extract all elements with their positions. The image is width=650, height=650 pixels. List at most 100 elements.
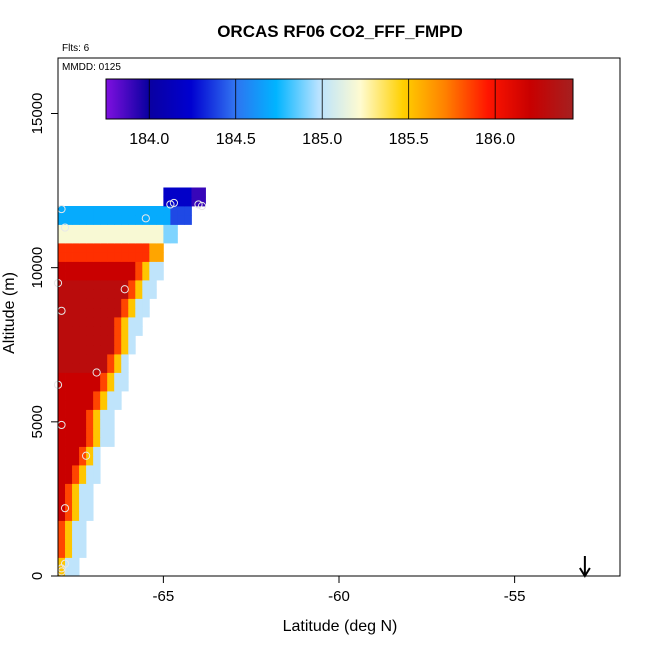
heatmap-cell [58,492,66,503]
heatmap-cell [72,548,80,558]
heatmap-cell [107,437,115,447]
heatmap-cell [107,243,115,253]
heatmap-cell [93,363,101,373]
heatmap-cell [100,307,108,318]
heatmap-cell [86,224,94,235]
heatmap-cell [107,335,115,346]
heatmap-cell [135,289,143,299]
heatmap-cell [79,520,87,531]
heatmap-cell [128,317,136,327]
heatmap-cell [93,455,101,466]
heatmap-cell [65,326,73,336]
heatmap-cell [149,280,157,290]
heatmap-cell [86,233,94,244]
heatmap-cell [156,233,164,244]
heatmap-cell [65,520,73,531]
colorbar-gradient [105,78,574,120]
heatmap-cell [86,335,94,346]
y-tick-label: 0 [29,572,46,580]
heatmap-cell [72,280,80,290]
observation-point [120,285,129,294]
heatmap-cell [86,317,94,327]
heatmap-cell [79,529,87,540]
heatmap-cell [100,243,108,253]
heatmap-cell [93,465,101,475]
heatmap-cell [128,307,136,318]
heatmap-cell [72,289,80,299]
heatmap-cell [198,196,206,207]
heatmap-cell [72,529,80,540]
observation-point [141,214,150,223]
heatmap-cell [86,252,94,262]
heatmap-cell [86,344,94,355]
heatmap-cell [121,372,129,383]
y-axis-ticks: 0 5000 10000 15000 [29,93,58,580]
heatmap-cell [156,215,164,225]
heatmap-cell [100,261,108,272]
heatmap-cell [72,215,80,225]
heatmap-cell [79,261,87,272]
heatmap-cell [121,243,129,253]
heatmap-cell [72,354,80,364]
heatmap-cell [107,298,115,309]
heatmap-cell [58,270,66,281]
heatmap-cell [121,270,129,281]
colorbar-tick-label: 184.5 [216,131,256,148]
heatmap-cell [100,317,108,327]
heatmap-cell [142,280,150,290]
observation-point [82,451,91,460]
heatmap-cell [93,224,101,235]
heatmap-cell [170,215,178,225]
heatmap-cell [107,326,115,336]
heatmap-cell [72,317,80,327]
heatmap-cell [65,307,73,318]
heatmap-cell [86,483,94,494]
heatmap-cell [121,215,129,225]
heatmap-cell [79,418,87,429]
x-axis-label: Latitude (deg N) [283,618,398,635]
heatmap-cell [177,215,185,225]
heatmap-cell [114,233,122,244]
heatmap-cell [79,335,87,346]
heatmap-cell [128,280,136,290]
heatmap-cell [128,289,136,299]
heatmap-cell [177,187,185,198]
heatmap-cell [114,400,122,410]
heatmap-cell [128,326,136,336]
heatmap-cell [79,289,87,299]
heatmap-cell [79,492,87,503]
heatmap-cell [72,539,80,549]
heatmap-cell [121,233,129,244]
heatmap-cell [72,298,80,309]
heatmap-cell [114,363,122,373]
heatmap-cell [79,280,87,290]
heatmap-cell [58,372,66,383]
heatmap-cell [114,243,122,253]
heatmap-cell [86,492,94,503]
heatmap-cell [72,502,80,512]
heatmap-cell [114,335,122,346]
observation-point [92,368,101,377]
heatmap-cell [135,261,143,272]
heatmap-cell [142,270,150,281]
heatmap-cell [65,455,73,466]
heatmap-cell [86,363,94,373]
heatmap-cell [107,381,115,392]
heatmap-cell [114,270,122,281]
heatmap-cell [107,252,115,262]
heatmap-cell [86,465,94,475]
heatmap-cell [142,298,150,309]
heatmap-cell [121,206,129,216]
heatmap-cell [142,243,150,253]
heatmap-cell [93,335,101,346]
heatmap-cell [79,511,87,521]
heatmap-cell [100,206,108,216]
heatmap-cell [72,243,80,253]
heatmap-cell [65,391,73,401]
heatmap-cell [58,261,66,272]
heatmap-cell [65,261,73,272]
heatmap-cell [72,455,80,466]
heatmap-cell [58,243,66,253]
heatmap-cell [72,428,80,438]
heatmap-cell [170,206,178,216]
